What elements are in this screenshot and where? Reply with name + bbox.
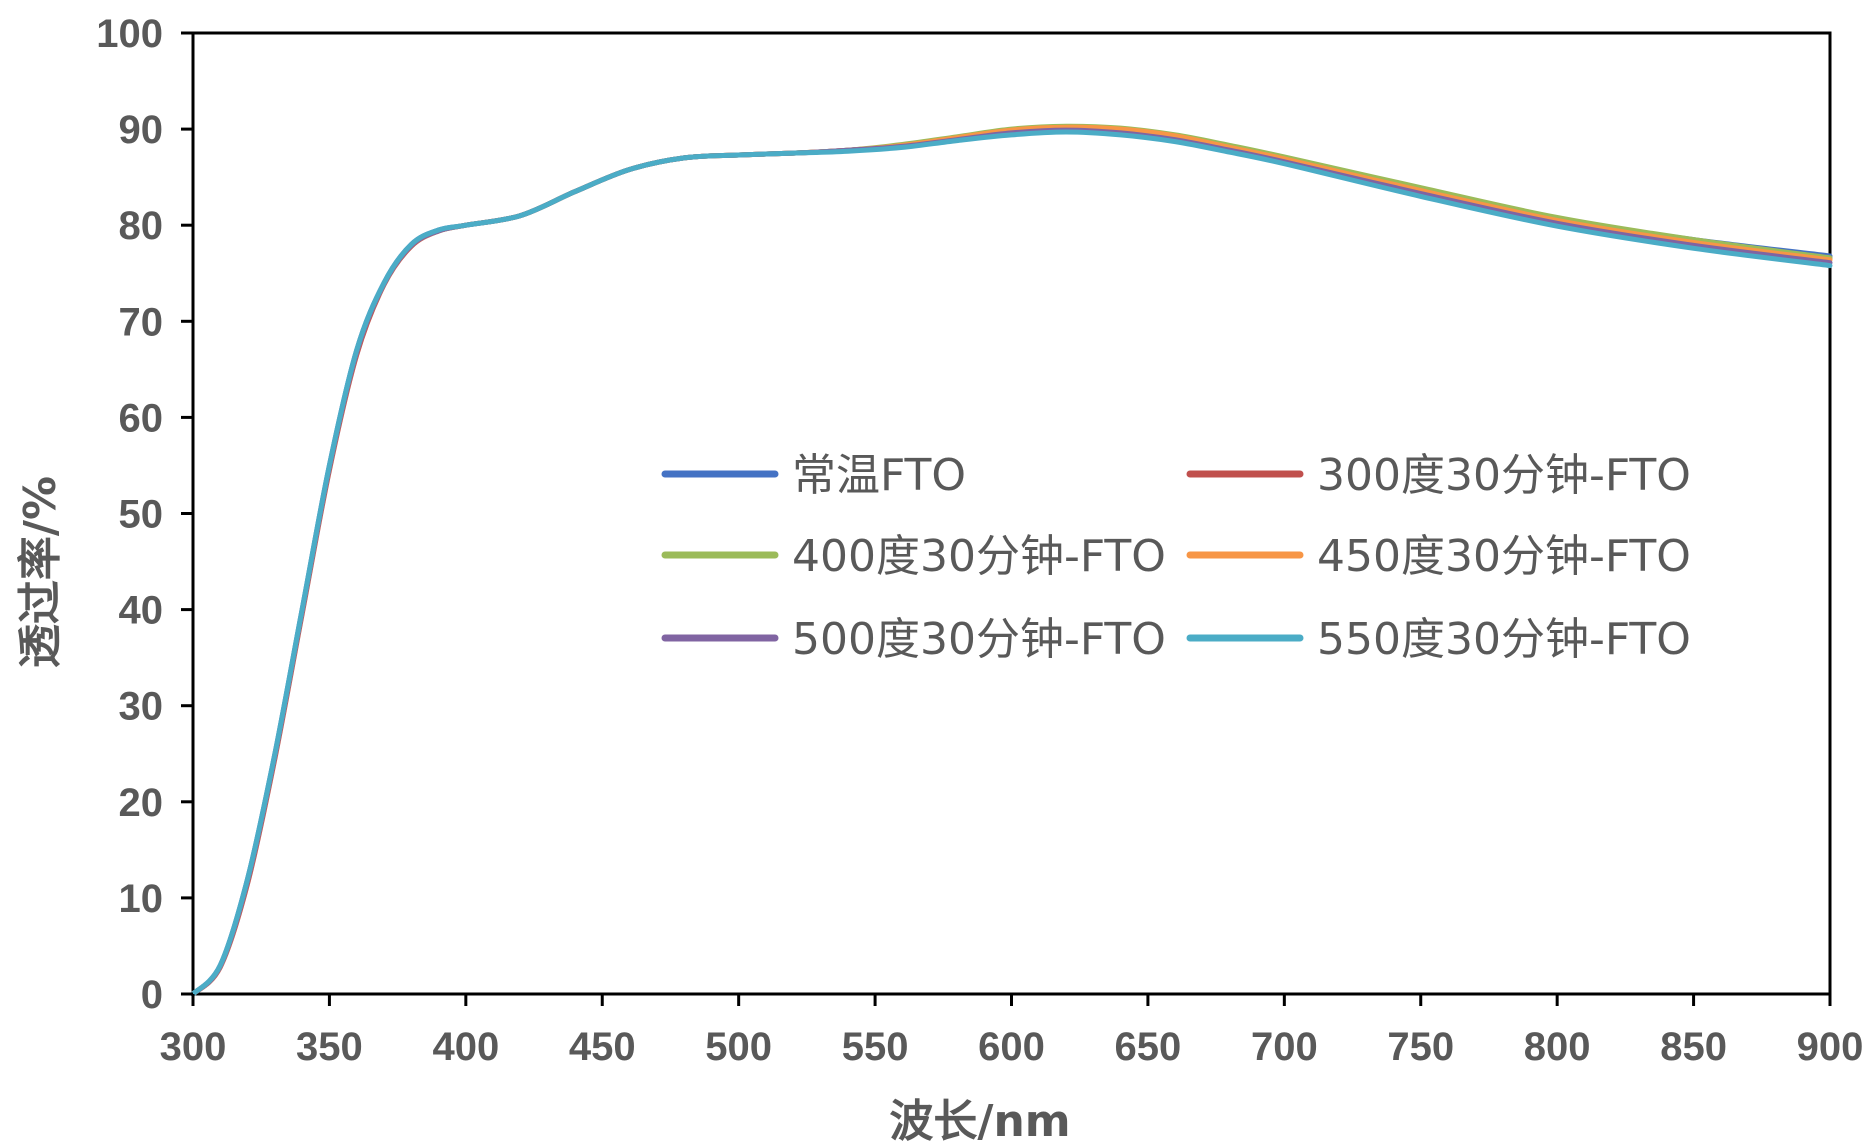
x-tick-label: 650 bbox=[1115, 1025, 1182, 1069]
x-tick-label: 750 bbox=[1387, 1025, 1454, 1069]
x-tick-label: 400 bbox=[432, 1025, 499, 1069]
legend-label-1: 常温FTO bbox=[792, 450, 966, 501]
x-tick-label: 300 bbox=[160, 1025, 227, 1069]
legend: 常温FTO 300度30分钟-FTO 400度30分钟-FTO 450度30分钟-FT… bbox=[661, 450, 1691, 665]
plot-area bbox=[191, 31, 1832, 996]
x-tick-label: 450 bbox=[569, 1025, 636, 1069]
y-tick-label: 40 bbox=[119, 589, 164, 633]
legend-label-6: 550度30分钟-FTO bbox=[1317, 614, 1691, 665]
x-tick-label: 700 bbox=[1251, 1025, 1318, 1069]
y-tick-label: 60 bbox=[119, 396, 164, 440]
y-tick-label: 80 bbox=[119, 204, 164, 248]
y-tick-label: 20 bbox=[119, 781, 164, 825]
x-tick-label: 850 bbox=[1660, 1025, 1727, 1069]
x-tick-label: 800 bbox=[1524, 1025, 1591, 1069]
y-tick-label: 100 bbox=[96, 12, 163, 56]
y-tick-label: 90 bbox=[119, 108, 164, 152]
y-tick-label: 70 bbox=[119, 300, 164, 344]
x-tick-label: 900 bbox=[1797, 1025, 1864, 1069]
legend-label-3: 400度30分钟-FTO bbox=[792, 531, 1166, 582]
x-tick-label: 350 bbox=[296, 1025, 363, 1069]
y-tick-label: 0 bbox=[141, 973, 163, 1017]
plot-border bbox=[191, 31, 1832, 996]
legend-label-4: 450度30分钟-FTO bbox=[1317, 531, 1691, 582]
legend-label-5: 500度30分钟-FTO bbox=[792, 614, 1166, 665]
y-axis-title: 透过率/% bbox=[15, 476, 66, 668]
x-tick-label: 500 bbox=[705, 1025, 772, 1069]
x-axis-title: 波长/nm bbox=[889, 1096, 1070, 1147]
series-lines bbox=[190, 123, 1833, 997]
legend-label-2: 300度30分钟-FTO bbox=[1317, 450, 1691, 501]
y-tick-label: 30 bbox=[119, 685, 164, 729]
x-tick-label: 600 bbox=[978, 1025, 1045, 1069]
series-line-6 bbox=[190, 129, 1833, 997]
x-tick-label: 550 bbox=[842, 1025, 909, 1069]
y-tick-label: 50 bbox=[119, 493, 164, 537]
y-tick-label: 10 bbox=[119, 877, 164, 921]
axes: 300 350 400 450 500 550 600 650 700 750 800 850 900 0… bbox=[96, 12, 1863, 1069]
